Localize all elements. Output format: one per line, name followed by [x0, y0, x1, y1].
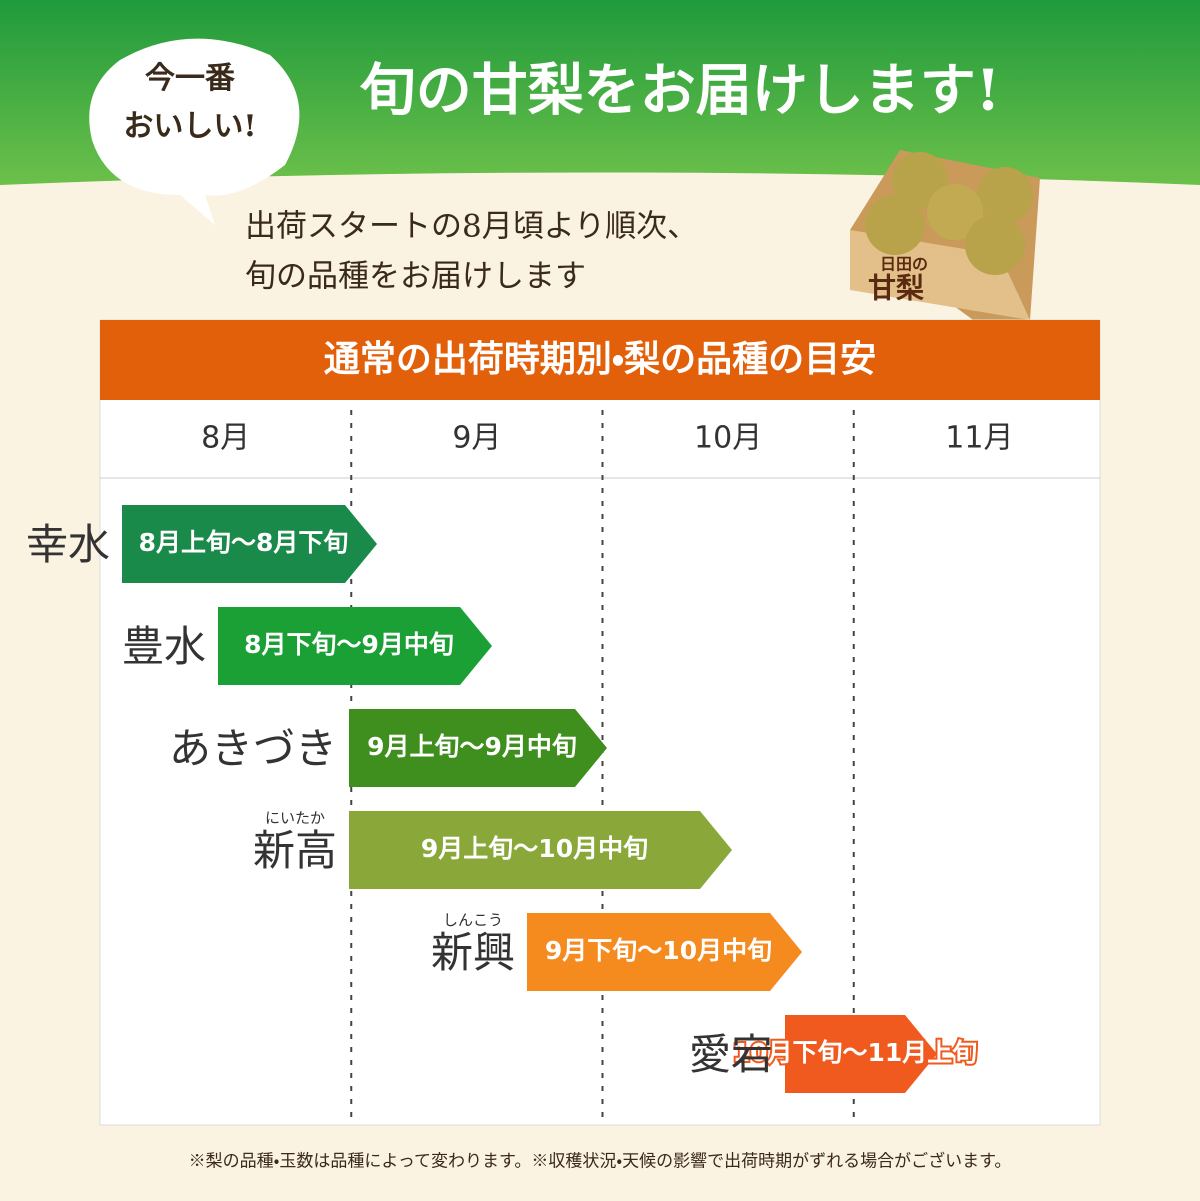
period-bar: [527, 913, 802, 991]
subtitle: 出荷スタートの8月頃より順次、: [245, 209, 698, 245]
period-label: 9月上旬〜9月中旬: [367, 732, 577, 761]
month-label: 8月: [201, 421, 250, 456]
variety-name: 幸水: [26, 520, 110, 569]
period-bar: [349, 709, 607, 787]
title: 旬の甘梨をお届けします!: [360, 58, 1001, 124]
schedule-header: [100, 320, 1100, 400]
box-label: 甘梨: [868, 272, 924, 305]
period-label: 9月上旬〜10月中旬: [421, 834, 648, 863]
badge-text: おいしい!: [123, 109, 256, 144]
variety-name: 豊水: [122, 622, 206, 671]
variety-name: 新興: [431, 928, 515, 977]
box-label: 日田の: [880, 255, 928, 274]
month-label: 9月: [452, 421, 501, 456]
period-label: 8月上旬〜8月下旬: [139, 528, 349, 557]
period-bar: [122, 505, 377, 583]
period-bar: [785, 1015, 937, 1093]
period-bar: [218, 607, 492, 685]
period-bar: [349, 811, 732, 889]
variety-reading: しんこう: [443, 911, 503, 929]
variety-name: 愛宕: [689, 1030, 773, 1079]
period-label: 9月下旬〜10月中旬: [545, 936, 772, 965]
footnote: ※梨の品種・玉数は品種によって変わります。※収穫状況・天候の影響で出荷時期がずれ…: [189, 1151, 1012, 1172]
subtitle: 旬の品種をお届けします: [245, 259, 586, 295]
badge-text: 今一番: [145, 61, 236, 96]
variety-name: 新高: [253, 826, 337, 875]
period-label: 8月下旬〜9月中旬: [244, 630, 454, 659]
fruit-box: 日田の 甘梨: [850, 150, 1040, 325]
month-label: 11月: [945, 421, 1013, 456]
schedule-title: 通常の出荷時期別・梨の品種の目安: [324, 338, 876, 380]
header-band: [0, 0, 1200, 185]
month-label: 10月: [694, 421, 762, 456]
period-label: 10月下旬〜11月上旬: [733, 1038, 978, 1067]
badge-bubble: [89, 38, 300, 225]
variety-name: あきづき: [169, 724, 337, 773]
variety-reading: にいたか: [265, 809, 325, 827]
